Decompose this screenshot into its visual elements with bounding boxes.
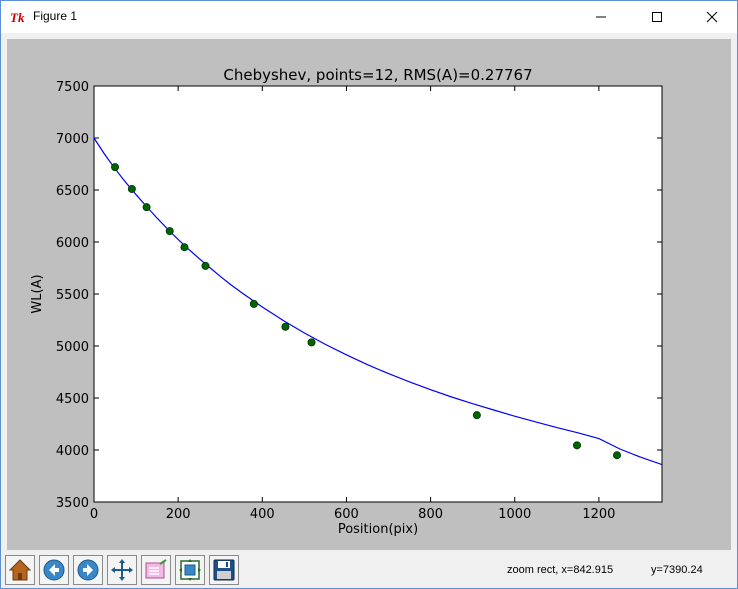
data-point	[612, 451, 621, 460]
x-tick-label: 1000	[498, 507, 531, 522]
y-tick-label: 5000	[56, 340, 89, 355]
plot-series	[94, 137, 662, 466]
y-tick-label: 4500	[56, 392, 89, 407]
data-point	[472, 411, 481, 420]
tk-feather-icon: Tk	[10, 10, 25, 25]
forward-button[interactable]	[73, 555, 103, 585]
data-point	[127, 184, 136, 193]
x-tick-label: 1200	[582, 507, 615, 522]
y-tick-label: 7500	[56, 80, 89, 95]
arrow-left-icon	[43, 559, 65, 581]
x-tick-label: 200	[166, 507, 191, 522]
x-tick-label: 0	[90, 507, 98, 522]
subplots-button[interactable]	[175, 555, 205, 585]
data-point	[573, 441, 582, 450]
x-axis-label: Position(pix)	[338, 522, 418, 537]
data-point	[307, 338, 316, 347]
maximize-button[interactable]	[634, 1, 680, 33]
data-point	[142, 203, 151, 212]
status-coordinates-x: zoom rect, x=842.915	[507, 564, 614, 576]
data-point	[165, 227, 174, 236]
y-tick-label: 4000	[56, 444, 89, 459]
data-point	[249, 299, 258, 308]
y-tick-label: 5500	[56, 288, 89, 303]
y-axis-label: WL(A)	[30, 274, 45, 313]
y-tick-label: 6000	[56, 236, 89, 251]
navigation-toolbar: zoom rect, x=842.915 y=7390.24	[1, 551, 737, 588]
data-point	[281, 322, 290, 331]
back-button[interactable]	[39, 555, 69, 585]
close-button[interactable]	[689, 1, 735, 33]
status-coordinates-y: y=7390.24	[651, 564, 703, 576]
x-tick-label: 600	[334, 507, 359, 522]
minimize-icon	[596, 16, 606, 18]
axis-ticks: 0 200 400 600 800 1000 1200 3500 4000 4500 5000 550…	[56, 80, 662, 522]
home-icon	[8, 559, 32, 581]
data-point	[111, 163, 120, 172]
save-button[interactable]	[209, 555, 239, 585]
figure-canvas[interactable]: Chebyshev, points=12, RMS(A)=0.27767 Pos…	[7, 39, 731, 550]
fit-line	[94, 137, 662, 466]
svg-text:Tk: Tk	[10, 10, 25, 25]
maximize-icon	[652, 12, 662, 22]
axes-area[interactable]	[93, 85, 663, 503]
arrow-right-icon	[77, 559, 99, 581]
close-icon	[706, 11, 718, 23]
minimize-button[interactable]	[578, 1, 624, 33]
data-point	[180, 243, 189, 252]
zoom-button[interactable]	[141, 555, 171, 585]
subplots-icon	[179, 559, 201, 581]
x-tick-label: 400	[250, 507, 275, 522]
home-button[interactable]	[5, 555, 35, 585]
zoom-rect-icon	[145, 559, 167, 579]
chart-title: Chebyshev, points=12, RMS(A)=0.27767	[223, 66, 532, 84]
y-tick-label: 7000	[56, 132, 89, 147]
x-tick-label: 800	[418, 507, 443, 522]
y-tick-label: 6500	[56, 184, 89, 199]
data-point	[201, 261, 210, 270]
move-arrows-icon	[111, 559, 133, 581]
pan-button[interactable]	[107, 555, 137, 585]
y-tick-label: 3500	[56, 496, 89, 511]
title-bar[interactable]: Tk Figure 1	[1, 1, 737, 33]
chart-figure[interactable]: Chebyshev, points=12, RMS(A)=0.27767 Pos…	[7, 39, 731, 550]
window-title: Figure 1	[33, 9, 78, 23]
floppy-disk-icon	[213, 559, 235, 581]
